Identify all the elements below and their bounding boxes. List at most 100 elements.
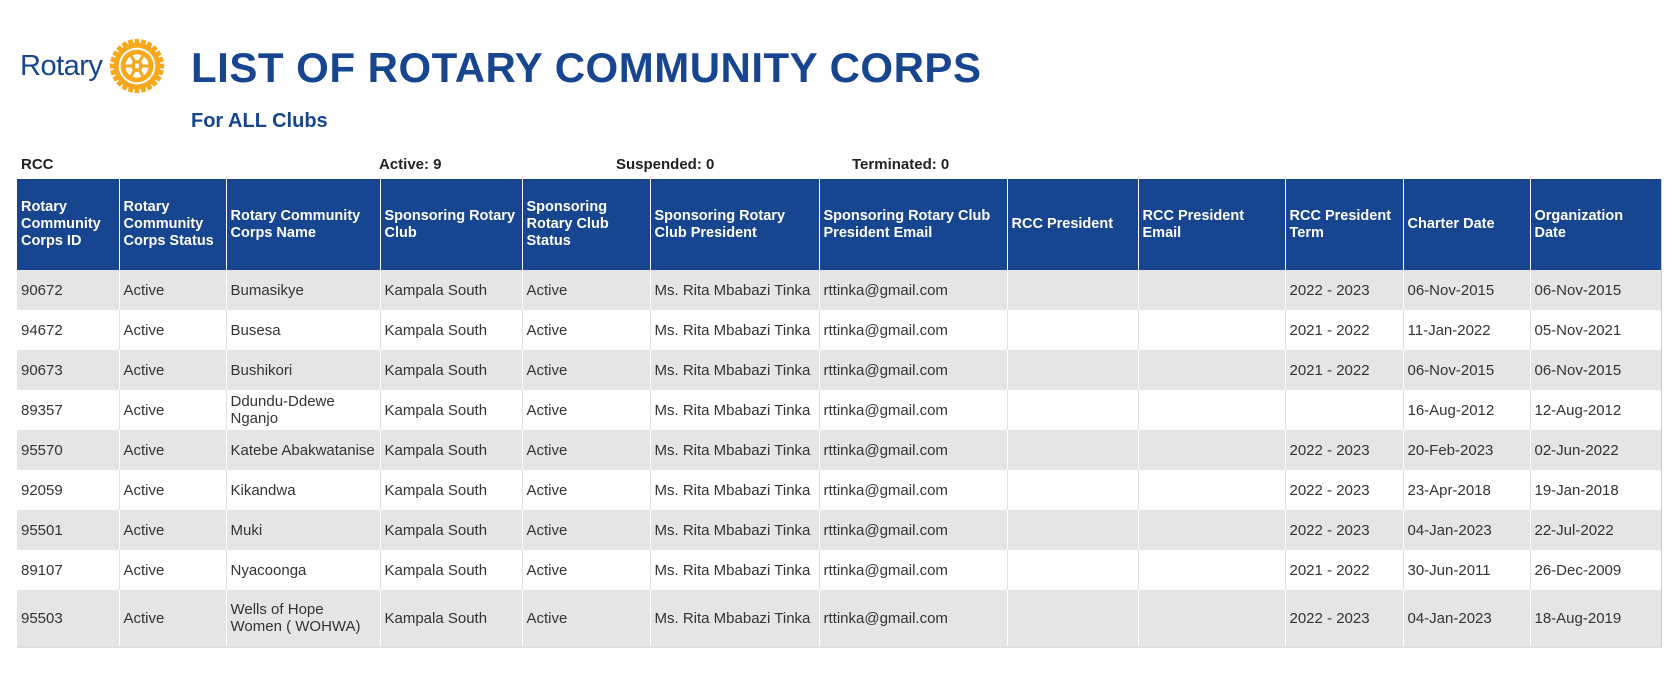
sponsor-club-status-cell: Active bbox=[522, 270, 651, 310]
rcc-status-cell: Active bbox=[119, 510, 227, 550]
rcc-president-term-cell: 2022 - 2023 bbox=[1285, 270, 1404, 310]
rcc-id-cell: 95570 bbox=[17, 430, 120, 470]
table-row: 92059 Active Kikandwa Kampala South Active Ms… bbox=[17, 470, 1662, 510]
rcc-president-email-cell bbox=[1138, 470, 1286, 510]
rcc-id-cell: 90673 bbox=[17, 350, 120, 390]
sponsor-president-cell: Ms. Rita Mbabazi Tinka bbox=[650, 590, 820, 648]
table-row: 90673 Active Bushikori Kampala South Active M… bbox=[17, 350, 1662, 390]
table-row: 94672 Active Busesa Kampala South Active Ms. … bbox=[17, 310, 1662, 350]
charter-date-cell: 06-Nov-2015 bbox=[1403, 270, 1531, 310]
column-header: Rotary Community Corps Status bbox=[119, 179, 227, 270]
rotary-wheel-icon bbox=[110, 38, 165, 94]
rcc-president-email-cell bbox=[1138, 590, 1286, 648]
organization-date-cell: 12-Aug-2012 bbox=[1530, 390, 1662, 430]
rcc-president-email-cell bbox=[1138, 510, 1286, 550]
rcc-president-cell bbox=[1007, 550, 1139, 590]
rcc-status-cell: Active bbox=[119, 310, 227, 350]
sponsor-club-cell: Kampala South bbox=[380, 590, 523, 648]
rcc-name-cell: Ddundu-Ddewe Nganjo bbox=[226, 390, 381, 430]
rcc-president-term-cell: 2021 - 2022 bbox=[1285, 310, 1404, 350]
rcc-president-term-cell bbox=[1285, 390, 1404, 430]
column-header: Charter Date bbox=[1403, 179, 1531, 270]
rcc-president-cell bbox=[1007, 310, 1139, 350]
sponsor-club-status-cell: Active bbox=[522, 470, 651, 510]
charter-date-cell: 16-Aug-2012 bbox=[1403, 390, 1531, 430]
rcc-status-cell: Active bbox=[119, 390, 227, 430]
rcc-id-cell: 89107 bbox=[17, 550, 120, 590]
sponsor-club-status-cell: Active bbox=[522, 590, 651, 648]
column-header: RCC President Email bbox=[1138, 179, 1286, 270]
sponsor-president-cell: Ms. Rita Mbabazi Tinka bbox=[650, 470, 820, 510]
charter-date-cell: 23-Apr-2018 bbox=[1403, 470, 1531, 510]
summary-suspended-count: Suspended: 0 bbox=[616, 156, 715, 173]
sponsor-president-cell: Ms. Rita Mbabazi Tinka bbox=[650, 270, 820, 310]
sponsor-president-cell: Ms. Rita Mbabazi Tinka bbox=[650, 430, 820, 470]
summary-rcc-label: RCC bbox=[21, 156, 54, 173]
charter-date-cell: 11-Jan-2022 bbox=[1403, 310, 1531, 350]
rcc-president-email-cell bbox=[1138, 430, 1286, 470]
organization-date-cell: 26-Dec-2009 bbox=[1530, 550, 1662, 590]
sponsor-president-email-cell: rttinka@gmail.com bbox=[819, 270, 1008, 310]
sponsor-president-email-cell: rttinka@gmail.com bbox=[819, 430, 1008, 470]
rcc-name-cell: Muki bbox=[226, 510, 381, 550]
column-header: RCC President bbox=[1007, 179, 1139, 270]
charter-date-cell: 20-Feb-2023 bbox=[1403, 430, 1531, 470]
rcc-table: Rotary Community Corps ID Rotary Communi… bbox=[17, 179, 1662, 648]
rcc-president-term-cell: 2021 - 2022 bbox=[1285, 550, 1404, 590]
sponsor-president-cell: Ms. Rita Mbabazi Tinka bbox=[650, 510, 820, 550]
rcc-president-cell bbox=[1007, 270, 1139, 310]
sponsor-club-cell: Kampala South bbox=[380, 550, 523, 590]
rcc-id-cell: 90672 bbox=[17, 270, 120, 310]
column-header: Sponsoring Rotary Club bbox=[380, 179, 523, 270]
sponsor-club-cell: Kampala South bbox=[380, 310, 523, 350]
rcc-name-cell: Busesa bbox=[226, 310, 381, 350]
rcc-status-cell: Active bbox=[119, 430, 227, 470]
charter-date-cell: 04-Jan-2023 bbox=[1403, 590, 1531, 648]
rcc-name-cell: Kikandwa bbox=[226, 470, 381, 510]
rcc-president-term-cell: 2022 - 2023 bbox=[1285, 470, 1404, 510]
column-header: Organization Date bbox=[1530, 179, 1662, 270]
rcc-status-cell: Active bbox=[119, 270, 227, 310]
column-header: Sponsoring Rotary Club Status bbox=[522, 179, 651, 270]
sponsor-club-status-cell: Active bbox=[522, 310, 651, 350]
column-header: Rotary Community Corps ID bbox=[17, 179, 120, 270]
sponsor-president-email-cell: rttinka@gmail.com bbox=[819, 310, 1008, 350]
sponsor-club-status-cell: Active bbox=[522, 550, 651, 590]
rcc-status-cell: Active bbox=[119, 590, 227, 648]
rcc-president-term-cell: 2022 - 2023 bbox=[1285, 510, 1404, 550]
rcc-id-cell: 92059 bbox=[17, 470, 120, 510]
rcc-president-cell bbox=[1007, 390, 1139, 430]
column-header: RCC President Term bbox=[1285, 179, 1404, 270]
column-header: Sponsoring Rotary Club President Email bbox=[819, 179, 1008, 270]
table-row: 95570 Active Katebe Abakwatanise Kampala So… bbox=[17, 430, 1662, 470]
table-header-row: Rotary Community Corps ID Rotary Communi… bbox=[17, 179, 1662, 270]
summary-terminated-count: Terminated: 0 bbox=[852, 156, 950, 173]
sponsor-club-status-cell: Active bbox=[522, 390, 651, 430]
rcc-president-cell bbox=[1007, 350, 1139, 390]
sponsor-president-cell: Ms. Rita Mbabazi Tinka bbox=[650, 390, 820, 430]
rcc-name-cell: Bushikori bbox=[226, 350, 381, 390]
page-title: LIST OF ROTARY COMMUNITY CORPS bbox=[191, 44, 982, 91]
sponsor-president-cell: Ms. Rita Mbabazi Tinka bbox=[650, 350, 820, 390]
sponsor-club-cell: Kampala South bbox=[380, 350, 523, 390]
rcc-president-email-cell bbox=[1138, 350, 1286, 390]
rcc-status-cell: Active bbox=[119, 350, 227, 390]
rcc-president-cell bbox=[1007, 430, 1139, 470]
organization-date-cell: 22-Jul-2022 bbox=[1530, 510, 1662, 550]
sponsor-president-email-cell: rttinka@gmail.com bbox=[819, 470, 1008, 510]
charter-date-cell: 06-Nov-2015 bbox=[1403, 350, 1531, 390]
sponsor-club-cell: Kampala South bbox=[380, 470, 523, 510]
sponsor-club-status-cell: Active bbox=[522, 430, 651, 470]
sponsor-club-cell: Kampala South bbox=[380, 430, 523, 470]
rcc-president-cell bbox=[1007, 590, 1139, 648]
rcc-president-term-cell: 2022 - 2023 bbox=[1285, 430, 1404, 470]
column-header: Rotary Community Corps Name bbox=[226, 179, 381, 270]
organization-date-cell: 06-Nov-2015 bbox=[1530, 350, 1662, 390]
sponsor-president-cell: Ms. Rita Mbabazi Tinka bbox=[650, 550, 820, 590]
rotary-logo: Rotary bbox=[20, 36, 166, 96]
charter-date-cell: 30-Jun-2011 bbox=[1403, 550, 1531, 590]
rcc-name-cell: Nyacoonga bbox=[226, 550, 381, 590]
table-row: 89357 Active Ddundu-Ddewe Nganjo Kampala So… bbox=[17, 390, 1662, 430]
rcc-president-email-cell bbox=[1138, 270, 1286, 310]
sponsor-club-cell: Kampala South bbox=[380, 390, 523, 430]
